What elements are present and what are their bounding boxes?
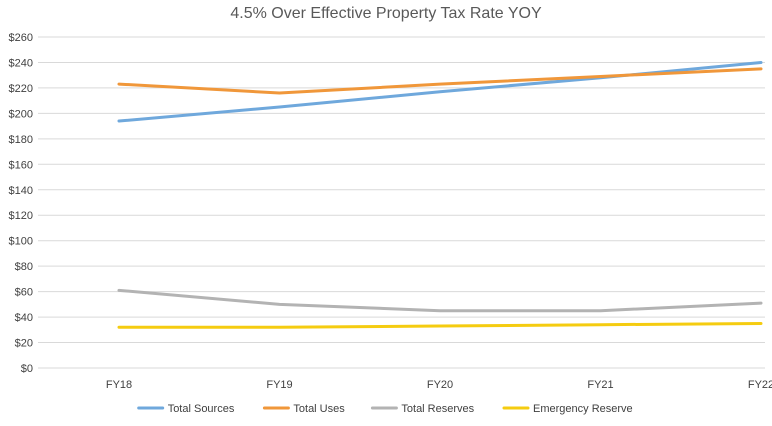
legend: Total Sources Total Uses Total Reserves Eme… xyxy=(137,403,633,415)
y-tick-label: $40 xyxy=(15,312,33,324)
y-tick-label: $160 xyxy=(9,159,33,171)
x-tick-label: FY20 xyxy=(427,379,453,391)
y-tick-label: $240 xyxy=(9,57,33,69)
y-axis-ticks: $0 $20 $40 $60 $80 $100 $120 $140 $160 $180 $200 $2… xyxy=(9,32,33,375)
y-tick-label: $200 xyxy=(9,108,33,120)
y-tick-label: $100 xyxy=(9,236,33,248)
series-lines xyxy=(117,60,763,329)
x-tick-label: FY18 xyxy=(106,379,132,391)
series-line-total-uses xyxy=(117,67,763,95)
x-axis-ticks: FY18 FY19 FY20 FY21 FY22 xyxy=(106,379,772,391)
legend-item-emergency-reserve: Emergency Reserve xyxy=(502,403,633,415)
legend-label: Total Uses xyxy=(293,403,345,415)
y-tick-label: $60 xyxy=(15,287,33,299)
legend-label: Emergency Reserve xyxy=(533,403,633,415)
y-tick-label: $0 xyxy=(21,363,33,375)
x-tick-label: FY21 xyxy=(587,379,613,391)
legend-label: Total Reserves xyxy=(401,403,474,415)
legend-label: Total Sources xyxy=(168,403,235,415)
legend-item-total-sources: Total Sources xyxy=(137,403,235,415)
legend-item-total-uses: Total Uses xyxy=(262,403,345,415)
y-tick-label: $120 xyxy=(9,210,33,222)
y-tick-label: $260 xyxy=(9,32,33,44)
y-tick-label: $180 xyxy=(9,134,33,146)
x-tick-label: FY19 xyxy=(266,379,292,391)
x-tick-label: FY22 xyxy=(748,379,772,391)
y-tick-label: $140 xyxy=(9,185,33,197)
chart-title: 4.5% Over Effective Property Tax Rate YO… xyxy=(230,5,542,22)
legend-item-total-reserves: Total Reserves xyxy=(370,403,475,415)
y-tick-label: $80 xyxy=(15,261,33,273)
series-line-total-reserves xyxy=(117,288,763,313)
y-tick-label: $220 xyxy=(9,83,33,95)
y-tick-label: $20 xyxy=(15,338,33,350)
series-line-emergency-reserve xyxy=(117,321,763,329)
gridlines xyxy=(38,36,765,369)
series-line-total-sources xyxy=(117,60,763,123)
